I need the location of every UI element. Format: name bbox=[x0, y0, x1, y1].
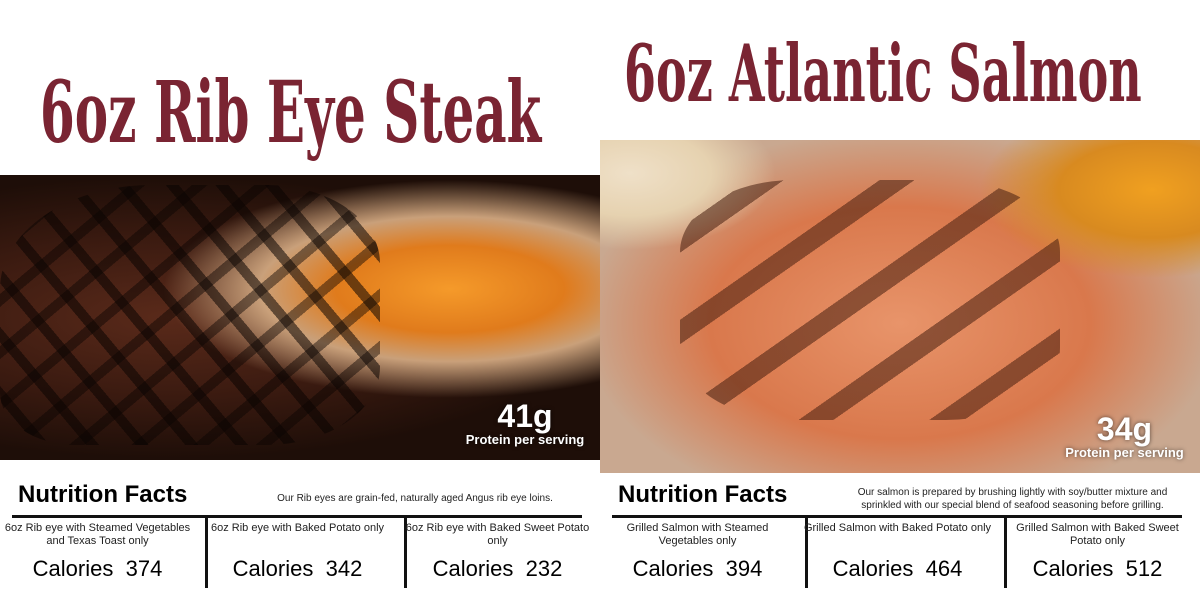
protein-value: 41g bbox=[497, 398, 553, 434]
divider bbox=[12, 515, 582, 518]
option-calories: Calories 342 bbox=[232, 556, 363, 581]
option-label: 6oz Rib eye with Baked Sweet Potato only bbox=[405, 522, 590, 547]
salmon-protein-badge: 34g Protein per serving bbox=[1052, 413, 1197, 460]
menu-option: 6oz Rib eye with Baked Sweet Potato only… bbox=[400, 522, 595, 582]
option-calories: Calories 512 bbox=[1032, 556, 1163, 581]
menu-option: Grilled Salmon with Baked Sweet Potato o… bbox=[1000, 522, 1195, 582]
nutrition-heading: Nutrition Facts bbox=[18, 481, 188, 508]
protein-label: Protein per serving bbox=[465, 432, 585, 447]
menu-option: 6oz Rib eye with Steamed Vegetables and … bbox=[0, 522, 195, 582]
salmon-description: Our salmon is prepared by brushing light… bbox=[857, 487, 1168, 511]
steak-photo bbox=[0, 175, 600, 460]
option-calories: Calories 464 bbox=[832, 556, 963, 581]
divider bbox=[1004, 517, 1007, 588]
option-calories: Calories 374 bbox=[32, 556, 163, 581]
salmon-photo bbox=[600, 140, 1200, 473]
divider bbox=[612, 515, 1182, 518]
divider bbox=[805, 517, 808, 588]
menu-option: Grilled Salmon with Baked Potato only Cal… bbox=[800, 522, 995, 582]
option-label: 6oz Rib eye with Baked Potato only bbox=[210, 522, 385, 534]
option-calories: Calories 232 bbox=[432, 556, 563, 581]
grill-marks bbox=[0, 185, 380, 445]
steak-title: 6oz Rib Eye Steak bbox=[40, 62, 542, 163]
protein-label: Protein per serving bbox=[1065, 445, 1184, 460]
option-label: Grilled Salmon with Baked Sweet Potato o… bbox=[1016, 522, 1179, 547]
protein-value: 34g bbox=[1096, 411, 1153, 447]
nutrition-heading: Nutrition Facts bbox=[618, 481, 788, 508]
menu-option: 6oz Rib eye with Baked Potato only Calori… bbox=[200, 522, 395, 582]
steak-protein-badge: 41g Protein per serving bbox=[455, 400, 595, 447]
menu-option: Grilled Salmon with Steamed Vegetables o… bbox=[600, 522, 795, 582]
salmon-title: 6oz Atlantic Salmon bbox=[624, 28, 1142, 120]
divider bbox=[205, 517, 208, 588]
option-calories: Calories 394 bbox=[632, 556, 763, 581]
grill-marks bbox=[680, 180, 1060, 420]
option-label: Grilled Salmon with Steamed Vegetables o… bbox=[626, 522, 769, 547]
divider bbox=[404, 517, 407, 588]
option-label: Grilled Salmon with Baked Potato only bbox=[803, 522, 992, 534]
steak-description: Our Rib eyes are grain-fed, naturally ag… bbox=[277, 493, 553, 504]
option-label: 6oz Rib eye with Steamed Vegetables and … bbox=[4, 522, 191, 547]
